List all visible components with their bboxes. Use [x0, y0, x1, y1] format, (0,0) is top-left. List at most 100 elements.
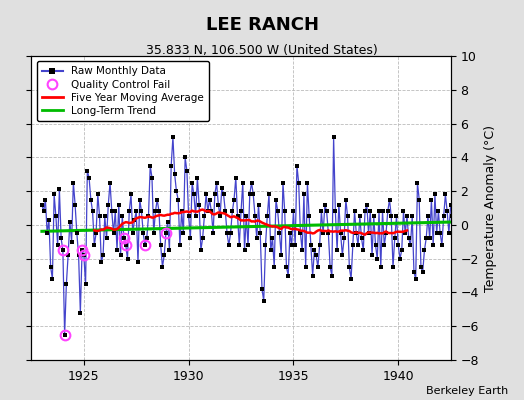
Point: [89, 208, 97, 214]
Point: [314, 264, 322, 270]
Point: [76, 310, 84, 316]
Point: [225, 242, 233, 248]
Point: [104, 202, 113, 208]
Point: [317, 208, 325, 214]
Point: [434, 208, 443, 214]
Point: [86, 196, 95, 203]
Point: [123, 256, 132, 262]
Point: [315, 242, 324, 248]
Point: [202, 191, 210, 198]
Point: [333, 247, 341, 254]
Point: [136, 196, 144, 203]
Point: [223, 230, 231, 236]
Point: [237, 208, 245, 214]
Point: [289, 208, 298, 214]
Point: [427, 196, 435, 203]
Point: [384, 208, 392, 214]
Point: [64, 252, 72, 258]
Point: [280, 208, 289, 214]
Point: [188, 180, 196, 186]
Point: [294, 180, 303, 186]
Y-axis label: Temperature Anomaly (°C): Temperature Anomaly (°C): [484, 124, 497, 292]
Point: [309, 272, 317, 279]
Point: [73, 230, 81, 236]
Point: [272, 196, 280, 203]
Point: [343, 213, 352, 220]
Point: [59, 247, 67, 254]
Point: [106, 180, 114, 186]
Point: [60, 332, 69, 338]
Point: [321, 202, 329, 208]
Point: [411, 276, 420, 282]
Point: [380, 242, 388, 248]
Point: [410, 269, 418, 275]
Point: [195, 202, 203, 208]
Point: [352, 230, 361, 236]
Point: [118, 213, 126, 220]
Point: [241, 247, 249, 254]
Point: [71, 202, 79, 208]
Point: [293, 162, 301, 169]
Point: [275, 230, 283, 236]
Point: [372, 242, 380, 248]
Point: [80, 252, 88, 258]
Text: 35.833 N, 106.500 W (United States): 35.833 N, 106.500 W (United States): [146, 44, 378, 57]
Point: [122, 242, 130, 248]
Point: [221, 208, 230, 214]
Point: [172, 188, 181, 194]
Point: [102, 235, 111, 242]
Point: [378, 208, 387, 214]
Point: [425, 235, 434, 242]
Point: [53, 242, 62, 248]
Point: [143, 235, 151, 242]
Point: [445, 230, 453, 236]
Point: [401, 230, 409, 236]
Point: [265, 191, 273, 198]
Point: [160, 252, 168, 258]
Point: [363, 202, 371, 208]
Point: [101, 213, 109, 220]
Point: [128, 230, 137, 236]
Point: [115, 202, 123, 208]
Point: [310, 247, 319, 254]
Point: [282, 264, 291, 270]
Point: [144, 213, 152, 220]
Point: [338, 252, 346, 258]
Point: [375, 208, 383, 214]
Point: [422, 235, 430, 242]
Point: [200, 213, 209, 220]
Point: [340, 235, 348, 242]
Point: [440, 213, 448, 220]
Point: [235, 242, 244, 248]
Point: [335, 202, 343, 208]
Point: [448, 213, 456, 220]
Point: [301, 264, 310, 270]
Point: [137, 208, 146, 214]
Point: [390, 235, 399, 242]
Point: [217, 184, 226, 191]
Point: [125, 208, 134, 214]
Point: [328, 272, 336, 279]
Point: [377, 264, 385, 270]
Point: [413, 180, 422, 186]
Point: [132, 208, 140, 214]
Point: [443, 208, 451, 214]
Point: [111, 208, 119, 214]
Point: [259, 298, 268, 304]
Point: [420, 247, 429, 254]
Point: [238, 180, 247, 186]
Point: [66, 218, 74, 225]
Text: Berkeley Earth: Berkeley Earth: [426, 386, 508, 396]
Point: [324, 230, 333, 236]
Point: [399, 208, 408, 214]
Point: [110, 230, 118, 236]
Point: [153, 196, 161, 203]
Point: [196, 247, 205, 254]
Point: [78, 247, 86, 254]
Point: [432, 230, 441, 236]
Point: [307, 242, 315, 248]
Point: [220, 191, 228, 198]
Point: [43, 230, 51, 236]
Point: [336, 230, 345, 236]
Point: [351, 208, 359, 214]
